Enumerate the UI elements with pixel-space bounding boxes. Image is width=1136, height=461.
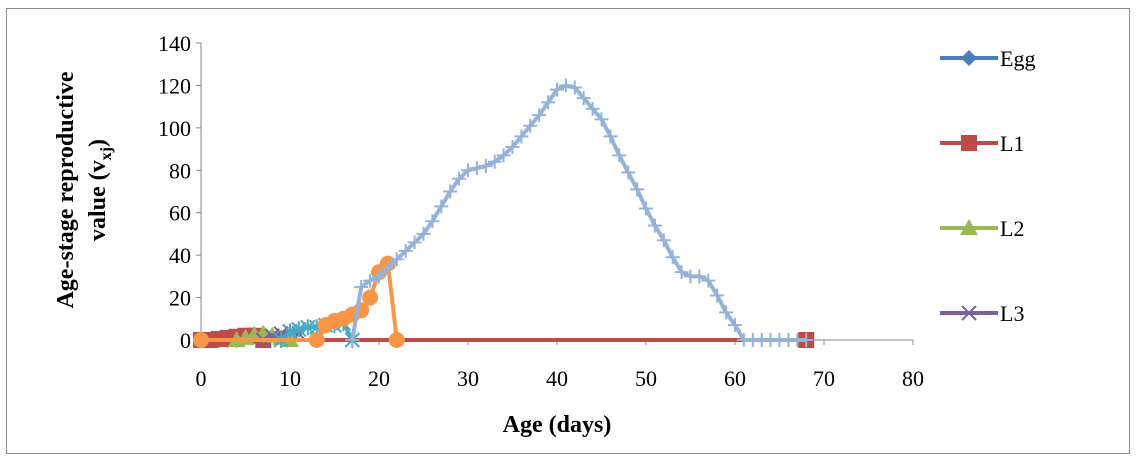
data-point bbox=[193, 332, 209, 348]
y-axis-title-line2: value (vxj) bbox=[85, 139, 115, 241]
x-tick-label: 20 bbox=[368, 366, 390, 391]
y-tick-label: 60 bbox=[169, 201, 191, 226]
x-tick-labels: 0 10 20 30 40 50 60 70 80 bbox=[196, 366, 925, 391]
data-point bbox=[603, 129, 618, 144]
y-tick-label: 0 bbox=[180, 328, 191, 353]
data-point bbox=[469, 161, 484, 176]
x-tick-label: 80 bbox=[902, 366, 924, 391]
data-point bbox=[514, 129, 529, 144]
data-point bbox=[380, 260, 395, 275]
plot-area bbox=[193, 78, 815, 348]
legend-marker bbox=[961, 135, 977, 151]
series-line bbox=[350, 83, 807, 342]
data-point bbox=[389, 252, 404, 267]
legend-label: L1 bbox=[1000, 131, 1024, 156]
x-tick-label: 60 bbox=[724, 366, 746, 391]
data-point bbox=[363, 273, 378, 288]
data-point bbox=[630, 182, 645, 197]
data-point bbox=[461, 163, 475, 178]
data-point bbox=[407, 235, 422, 250]
data-point bbox=[576, 91, 591, 106]
data-point bbox=[416, 226, 431, 241]
x-tick-label: 40 bbox=[546, 366, 568, 391]
data-point bbox=[478, 159, 493, 174]
y-axis-title-main: value (v bbox=[85, 160, 111, 241]
x-tick-label: 30 bbox=[457, 366, 479, 391]
y-tick-label: 40 bbox=[169, 243, 191, 268]
data-point bbox=[308, 332, 325, 348]
y-tick-label: 120 bbox=[158, 73, 191, 98]
data-point bbox=[550, 82, 564, 97]
x-tick-label: 70 bbox=[813, 366, 835, 391]
data-point bbox=[585, 101, 600, 116]
series-stage-7 bbox=[345, 78, 814, 347]
legend-item-l2: L2 bbox=[940, 216, 1024, 241]
data-point bbox=[567, 80, 582, 95]
x-tick-label: 10 bbox=[279, 366, 301, 391]
legend-label: Egg bbox=[1000, 46, 1035, 71]
y-tick-label: 140 bbox=[158, 31, 191, 56]
data-point bbox=[656, 233, 671, 248]
data-point bbox=[710, 288, 725, 303]
legend: Egg L1 L2 L3 bbox=[940, 46, 1035, 326]
x-tick-label: 50 bbox=[635, 366, 657, 391]
legend-marker bbox=[961, 305, 977, 321]
data-point bbox=[282, 323, 298, 340]
legend-item-l3: L3 bbox=[940, 301, 1024, 326]
y-axis-title-close: ) bbox=[85, 139, 111, 147]
data-point bbox=[558, 78, 573, 93]
data-point bbox=[719, 305, 734, 320]
data-point bbox=[612, 148, 627, 163]
data-point bbox=[434, 199, 449, 214]
chart-frame bbox=[6, 8, 1130, 454]
y-axis-title: Age-stage reproductive value (vxj) bbox=[53, 71, 115, 308]
x-tick-label: 0 bbox=[196, 366, 207, 391]
data-point bbox=[728, 318, 742, 333]
data-point bbox=[692, 269, 707, 284]
data-point bbox=[505, 139, 520, 154]
data-point bbox=[541, 95, 556, 110]
data-point bbox=[425, 214, 440, 229]
legend-marker bbox=[961, 50, 977, 66]
data-point bbox=[354, 279, 369, 294]
y-tick-labels: 0 20 40 60 80 100 120 140 bbox=[158, 31, 191, 353]
data-point bbox=[291, 321, 307, 338]
y-tick-label: 20 bbox=[169, 286, 191, 311]
data-point bbox=[487, 154, 502, 169]
data-point bbox=[639, 201, 653, 216]
data-point bbox=[799, 333, 814, 347]
data-point bbox=[523, 118, 538, 133]
legend-label: L3 bbox=[1000, 301, 1024, 326]
data-point bbox=[362, 289, 379, 306]
data-point bbox=[647, 218, 662, 233]
data-point bbox=[665, 250, 680, 265]
y-tick-label: 80 bbox=[169, 158, 191, 183]
legend-item-l1: L1 bbox=[940, 131, 1024, 156]
data-point bbox=[532, 108, 547, 123]
data-point bbox=[388, 332, 405, 348]
data-point bbox=[372, 269, 386, 284]
y-axis-title-line1: Age-stage reproductive bbox=[53, 71, 79, 308]
y-axis-title-subscript: xj bbox=[98, 147, 115, 160]
legend-label: L2 bbox=[1000, 216, 1024, 241]
data-point bbox=[496, 148, 511, 163]
data-point bbox=[594, 112, 609, 127]
axes bbox=[196, 42, 914, 345]
data-point bbox=[701, 273, 716, 288]
legend-item-egg: Egg bbox=[940, 46, 1035, 71]
data-point bbox=[674, 265, 689, 280]
data-point bbox=[621, 165, 636, 180]
data-point bbox=[443, 184, 458, 199]
data-point bbox=[398, 243, 413, 258]
data-point bbox=[452, 171, 467, 186]
data-point bbox=[345, 333, 360, 347]
legend-marker bbox=[960, 219, 978, 235]
x-axis-title: Age (days) bbox=[503, 412, 612, 438]
y-tick-label: 100 bbox=[158, 116, 191, 141]
